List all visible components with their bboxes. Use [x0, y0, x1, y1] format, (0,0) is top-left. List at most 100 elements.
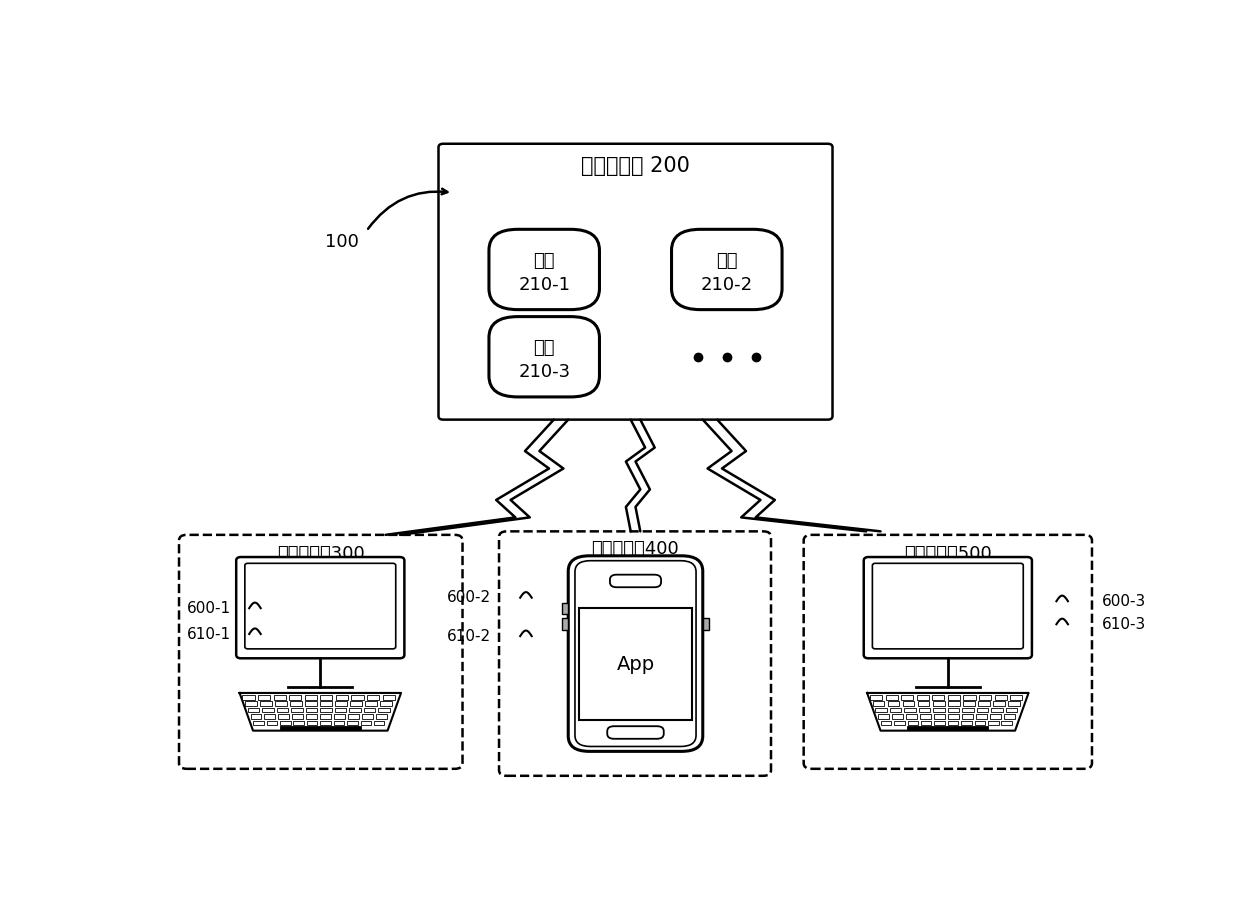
Bar [978, 695, 991, 699]
Bar [962, 701, 975, 706]
Bar [347, 721, 357, 726]
Bar [961, 721, 972, 726]
Bar [306, 721, 317, 726]
Bar [976, 715, 987, 718]
FancyBboxPatch shape [489, 229, 599, 309]
Bar [305, 695, 317, 699]
Bar [562, 603, 568, 614]
Text: 节点: 节点 [533, 339, 556, 357]
Bar [279, 715, 289, 718]
Bar [335, 707, 346, 712]
Text: 210-3: 210-3 [518, 363, 570, 381]
Bar [381, 701, 392, 706]
Bar [1006, 707, 1017, 712]
Bar [994, 695, 1007, 699]
Bar [335, 715, 345, 718]
FancyBboxPatch shape [608, 727, 663, 739]
Bar [947, 721, 959, 726]
Bar [363, 707, 374, 712]
Bar [320, 695, 332, 699]
Bar [243, 695, 254, 699]
FancyBboxPatch shape [610, 575, 661, 587]
Bar [258, 695, 270, 699]
Bar [991, 707, 1003, 712]
Bar [260, 701, 272, 706]
Bar [947, 695, 960, 699]
Text: 600-3: 600-3 [1101, 594, 1146, 609]
Bar [977, 707, 988, 712]
Polygon shape [239, 693, 401, 731]
Bar [274, 695, 285, 699]
Bar [880, 721, 892, 726]
Text: 600-2: 600-2 [448, 590, 491, 605]
Bar [975, 721, 985, 726]
Bar [335, 701, 347, 706]
Text: 600-1: 600-1 [187, 600, 231, 616]
Bar [993, 701, 1004, 706]
Bar [280, 727, 361, 730]
Bar [264, 715, 275, 718]
Bar [253, 721, 264, 726]
Bar [947, 701, 960, 706]
Bar [351, 701, 362, 706]
FancyBboxPatch shape [575, 561, 696, 746]
FancyBboxPatch shape [439, 143, 832, 420]
Bar [962, 715, 972, 718]
Bar [903, 701, 914, 706]
Bar [916, 695, 929, 699]
FancyBboxPatch shape [179, 535, 463, 769]
Bar [320, 715, 331, 718]
FancyBboxPatch shape [489, 317, 599, 397]
Bar [277, 707, 288, 712]
Text: 区块链网络 200: 区块链网络 200 [582, 156, 689, 176]
Bar [888, 701, 899, 706]
Bar [932, 695, 945, 699]
Bar [920, 715, 931, 718]
Bar [1002, 721, 1012, 726]
FancyBboxPatch shape [498, 532, 771, 775]
Bar [875, 707, 887, 712]
Bar [873, 701, 884, 706]
Bar [892, 715, 903, 718]
Bar [885, 695, 898, 699]
Bar [305, 701, 317, 706]
Bar [306, 715, 317, 718]
Bar [978, 701, 990, 706]
Bar [306, 707, 317, 712]
Bar [289, 695, 301, 699]
Bar [901, 695, 914, 699]
Bar [918, 701, 930, 706]
Bar [890, 707, 901, 712]
Bar [579, 609, 692, 720]
Text: 610-1: 610-1 [187, 627, 231, 641]
FancyBboxPatch shape [873, 563, 1023, 649]
Bar [374, 721, 384, 726]
Bar [280, 721, 290, 726]
FancyBboxPatch shape [804, 535, 1092, 769]
Bar [963, 695, 976, 699]
Bar [378, 707, 389, 712]
Bar [275, 701, 286, 706]
Bar [908, 727, 988, 730]
Bar [350, 707, 361, 712]
Bar [294, 721, 304, 726]
Bar [383, 695, 394, 699]
Bar [290, 701, 303, 706]
Bar [1008, 701, 1019, 706]
FancyBboxPatch shape [236, 557, 404, 658]
Bar [908, 721, 918, 726]
Bar [870, 695, 882, 699]
Bar [248, 707, 259, 712]
Bar [947, 715, 959, 718]
Bar [334, 721, 345, 726]
Text: 210-2: 210-2 [701, 276, 753, 294]
Polygon shape [867, 693, 1028, 731]
Bar [934, 715, 945, 718]
Bar [1011, 695, 1022, 699]
Bar [962, 707, 973, 712]
Text: 节点: 节点 [715, 252, 738, 270]
Text: 指赠方系统400: 指赠方系统400 [591, 540, 678, 558]
Text: 210-1: 210-1 [518, 276, 570, 294]
Bar [246, 701, 257, 706]
Bar [1003, 715, 1014, 718]
